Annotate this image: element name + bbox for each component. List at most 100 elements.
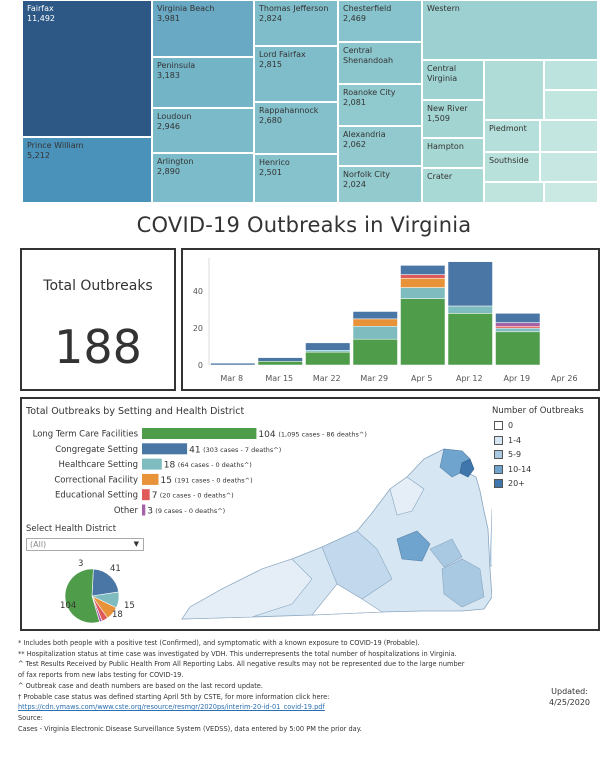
setting-category-label: Long Term Care Facilities — [33, 430, 139, 440]
virginia-map[interactable] — [162, 419, 492, 624]
treemap-cell-name: Crater — [427, 172, 453, 181]
treemap-cell-name: Central Shenandoah — [343, 46, 394, 65]
treemap-cell[interactable]: Southside — [484, 152, 540, 182]
treemap-cell[interactable]: Henrico 2,501 — [254, 154, 338, 203]
treemap-cell[interactable] — [544, 60, 598, 90]
stacked-bar-segment[interactable] — [400, 298, 446, 366]
stacked-bar-segment[interactable] — [400, 265, 446, 275]
treemap-cell[interactable]: Loudoun 2,946 — [152, 108, 254, 153]
treemap-cell[interactable]: Arlington 2,890 — [152, 153, 254, 203]
treemap-cell[interactable]: Peninsula 3,183 — [152, 57, 254, 108]
stacked-bar-segment[interactable] — [400, 278, 446, 288]
map-district-shenandoah — [389, 476, 425, 516]
stacked-bar-segment[interactable] — [352, 338, 398, 366]
treemap-cell[interactable] — [544, 90, 598, 120]
x-tick-label: Mar 15 — [265, 374, 293, 383]
footnote-line: of fax reports from new labs testing for… — [18, 671, 184, 680]
pie-slice[interactable] — [91, 568, 120, 597]
treemap-cell[interactable] — [544, 182, 598, 203]
stacked-bar-segment[interactable] — [400, 287, 446, 299]
treemap-cell-value: 3,981 — [157, 14, 180, 23]
setting-category-label: Other — [114, 506, 139, 516]
setting-bar-note: (303 cases - 7 deaths^) — [203, 446, 281, 454]
cste-link[interactable]: https://cdn.ymaws.com/www.cste.org/resou… — [18, 703, 325, 712]
stacked-bar-segment[interactable] — [495, 326, 541, 329]
weekly-outbreak-chart[interactable]: 0 20 40 Mar 8 Mar 15 Mar 22 Mar 29 Apr 5 Apr 12 A… — [181, 248, 600, 391]
setting-bar[interactable] — [142, 504, 146, 516]
treemap-cell-name: Henrico — [259, 158, 290, 167]
treemap-cell[interactable]: Central Virginia — [422, 60, 484, 100]
treemap-cell-value: 2,946 — [157, 122, 180, 131]
treemap-cell[interactable]: New River 1,509 — [422, 100, 484, 138]
stacked-bar-segment[interactable] — [305, 342, 351, 351]
treemap-cell[interactable]: Western — [422, 0, 598, 60]
legend-swatch — [494, 479, 503, 488]
stacked-bar-segment[interactable] — [305, 351, 351, 366]
setting-bar-note: (20 cases - 0 deaths^) — [160, 492, 234, 500]
treemap-cell[interactable]: Thomas Jefferson 2,824 — [254, 0, 338, 46]
treemap-cell[interactable]: Roanoke City 2,081 — [338, 84, 422, 126]
stacked-bar-segment[interactable] — [495, 322, 541, 327]
legend-item[interactable]: 1-4 — [494, 435, 521, 445]
stacked-bar-segment[interactable] — [447, 261, 493, 307]
legend-item[interactable]: 5-9 — [494, 450, 521, 459]
map-district-fairfax — [459, 458, 475, 478]
setting-bar[interactable] — [142, 443, 188, 455]
stacked-bar-segment[interactable] — [495, 331, 541, 366]
treemap-cell[interactable]: Norfolk City 2,024 — [338, 166, 422, 203]
setting-bar[interactable] — [142, 428, 257, 439]
pie-label: 41 — [110, 564, 121, 574]
treemap-cell[interactable]: Prince William 5,212 — [22, 137, 152, 203]
updated-stamp: Updated: 4/25/2020 — [549, 686, 590, 708]
stacked-bar-segment[interactable] — [352, 326, 398, 340]
stacked-bar-segment[interactable] — [305, 349, 351, 353]
treemap-cell-value: 2,469 — [343, 14, 366, 23]
stacked-bar-segment[interactable] — [495, 313, 541, 323]
treemap-cell[interactable]: Crater — [422, 168, 484, 203]
health-district-dropdown[interactable]: (All) ▼ — [26, 538, 144, 551]
treemap-cell[interactable]: Rappahannock 2,680 — [254, 102, 338, 154]
treemap-cell[interactable]: Hampton — [422, 138, 484, 168]
legend-item[interactable]: 0 — [494, 421, 513, 430]
setting-bar-value: 41 — [189, 445, 200, 455]
cases-treemap[interactable]: Fairfax 11,492 Prince William 5,212 Virginia… — [22, 0, 598, 203]
treemap-cell[interactable] — [540, 120, 598, 152]
treemap-cell[interactable]: Alexandria 2,062 — [338, 126, 422, 166]
x-tick-label: Apr 12 — [456, 374, 483, 383]
x-tick-label: Mar 8 — [220, 374, 243, 383]
treemap-cell-value: 11,492 — [27, 14, 55, 23]
stacked-bar-segment[interactable] — [210, 362, 256, 366]
setting-bar[interactable] — [142, 473, 159, 485]
legend-item[interactable]: 10-14 — [494, 464, 531, 474]
stacked-bar-segment[interactable] — [400, 274, 446, 279]
legend-item[interactable]: 20+ — [494, 479, 525, 488]
stacked-bar-segment[interactable] — [447, 313, 493, 366]
map-district-eastern-shore — [489, 508, 492, 568]
treemap-cell-value: 2,890 — [157, 167, 180, 176]
treemap-cell[interactable]: Fairfax 11,492 — [22, 0, 152, 137]
stacked-bar-segment[interactable] — [257, 361, 303, 366]
stacked-bar-segment[interactable] — [352, 318, 398, 327]
treemap-cell[interactable] — [540, 152, 598, 182]
setting-district-panel: Total Outbreaks by Setting and Health Di… — [20, 397, 600, 631]
treemap-cell[interactable]: Lord Fairfax 2,815 — [254, 46, 338, 102]
treemap-cell-value: 2,824 — [259, 14, 282, 23]
treemap-cell[interactable] — [484, 60, 544, 120]
pie-slice[interactable] — [64, 568, 100, 624]
treemap-cell[interactable]: Virginia Beach 3,981 — [152, 0, 254, 57]
treemap-cell[interactable]: Central Shenandoah — [338, 42, 422, 84]
setting-bar[interactable] — [142, 489, 150, 501]
treemap-cell[interactable]: Piedmont — [484, 120, 540, 152]
stacked-bar-segment[interactable] — [495, 327, 541, 333]
treemap-cell[interactable] — [484, 182, 544, 203]
stacked-bar-segment[interactable] — [447, 305, 493, 314]
treemap-cell[interactable]: Chesterfield 2,469 — [338, 0, 422, 42]
stacked-bar-segment[interactable] — [257, 357, 303, 362]
treemap-cell-name: New River — [427, 104, 468, 113]
y-tick-label: 40 — [193, 287, 203, 296]
weekly-outbreak-svg: 0 20 40 Mar 8 Mar 15 Mar 22 Mar 29 Apr 5 Apr 12 A… — [193, 258, 578, 383]
setting-bar[interactable] — [142, 458, 162, 470]
stacked-bar-segment[interactable] — [352, 311, 398, 320]
setting-bar-value: 104 — [258, 430, 275, 440]
